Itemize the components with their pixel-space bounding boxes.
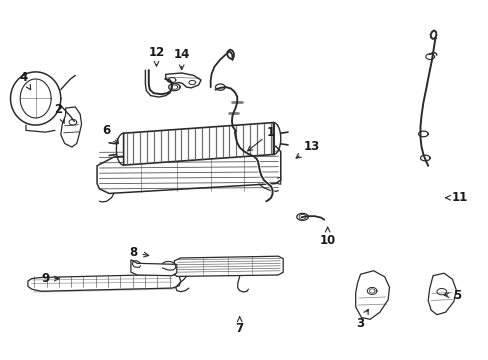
- Polygon shape: [165, 73, 201, 88]
- Text: 2: 2: [54, 103, 64, 123]
- Text: 1: 1: [247, 126, 275, 151]
- Text: 5: 5: [444, 289, 460, 302]
- Polygon shape: [174, 256, 283, 276]
- Text: 10: 10: [319, 227, 335, 247]
- Text: 9: 9: [41, 272, 59, 285]
- Text: 12: 12: [148, 46, 164, 66]
- Text: 3: 3: [356, 309, 367, 330]
- Text: 13: 13: [295, 140, 320, 158]
- Polygon shape: [97, 146, 280, 193]
- Text: 14: 14: [173, 48, 189, 69]
- Text: 11: 11: [445, 191, 467, 204]
- Polygon shape: [28, 274, 180, 291]
- Text: 4: 4: [19, 71, 31, 90]
- Polygon shape: [61, 107, 81, 147]
- Text: 6: 6: [102, 124, 118, 143]
- Text: 8: 8: [129, 246, 148, 259]
- Text: 7: 7: [235, 316, 243, 336]
- Polygon shape: [355, 271, 389, 319]
- Polygon shape: [123, 123, 273, 165]
- Polygon shape: [131, 260, 177, 276]
- Polygon shape: [427, 273, 455, 315]
